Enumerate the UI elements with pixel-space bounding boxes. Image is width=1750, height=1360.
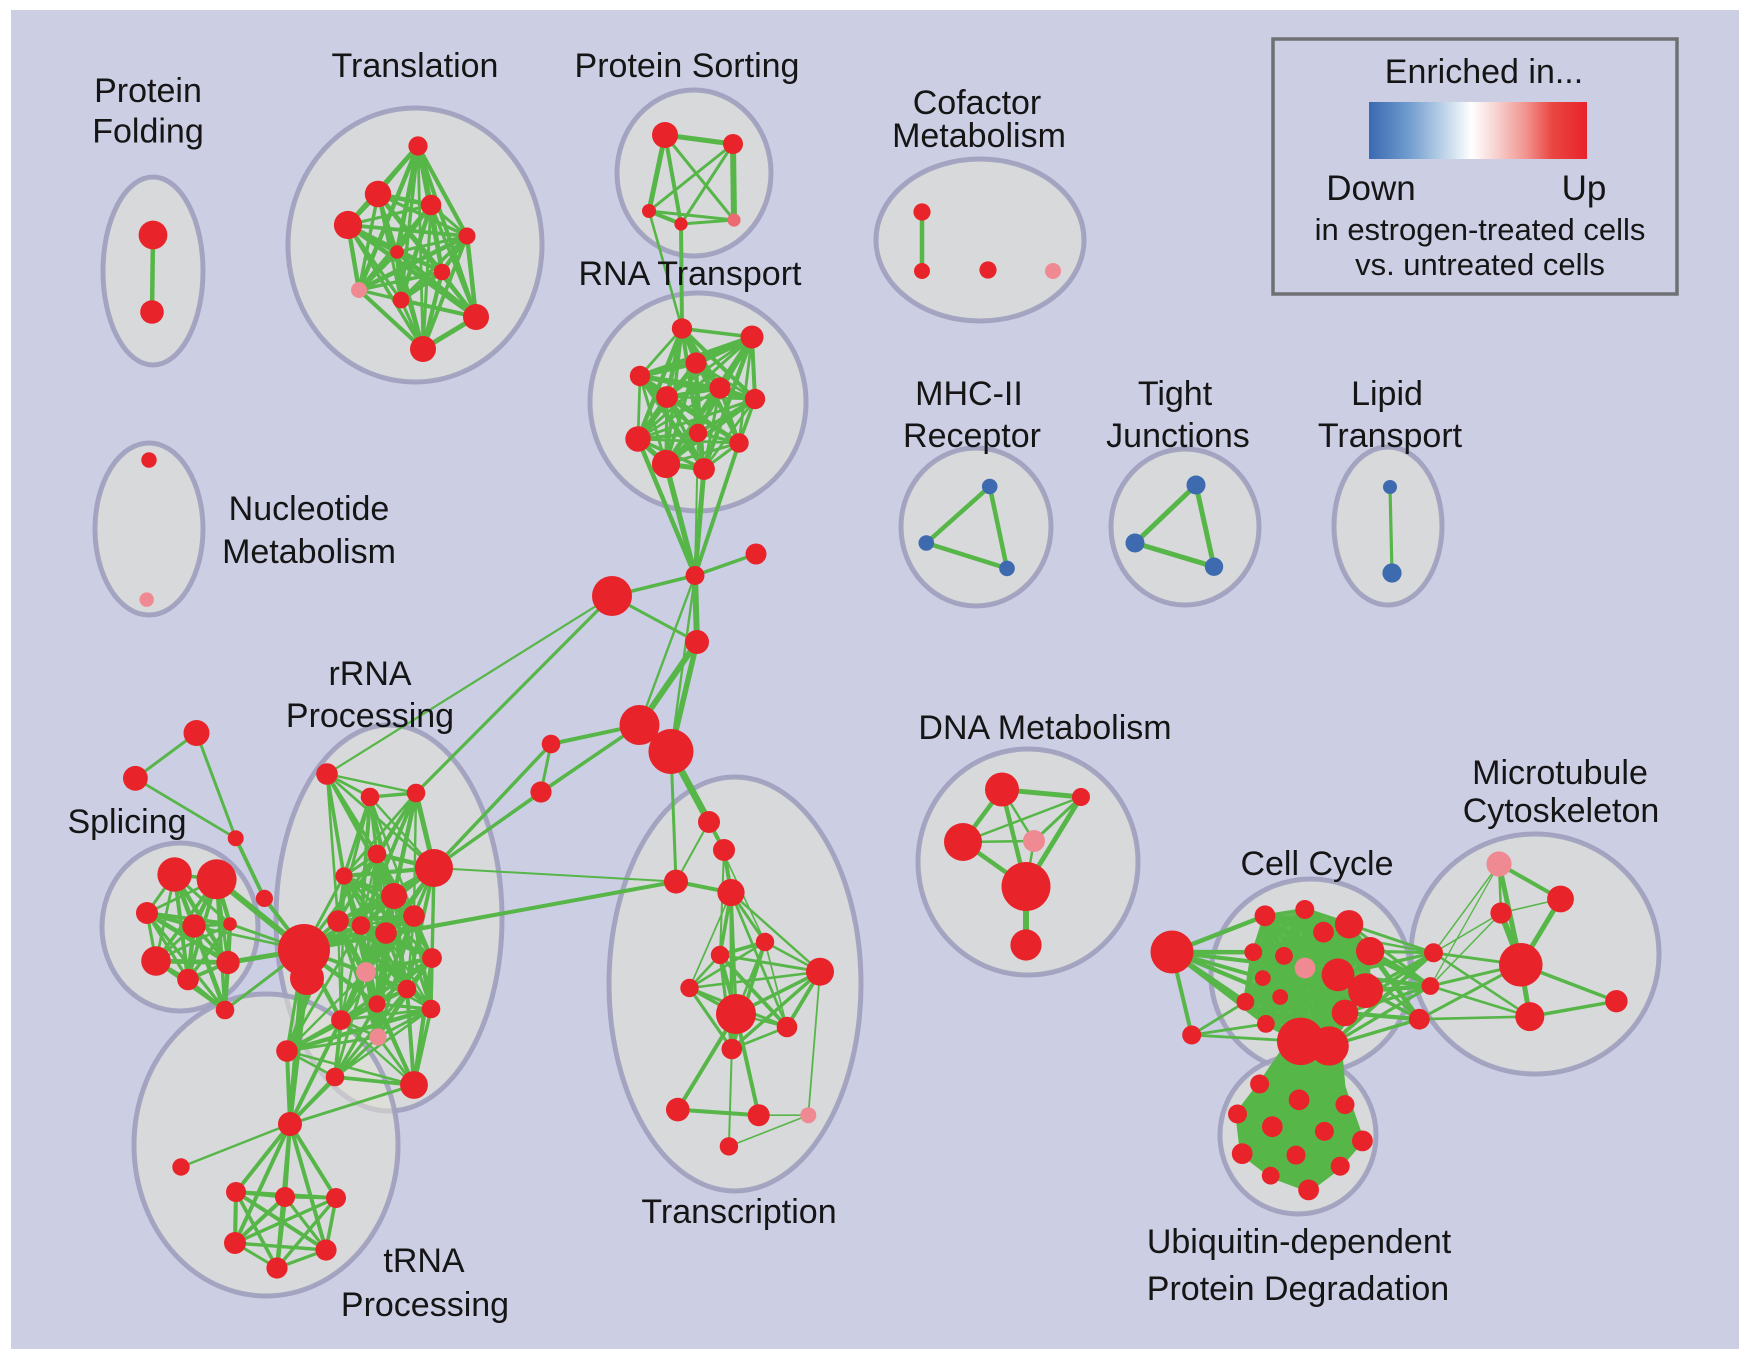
svg-text:Processing: Processing: [286, 697, 454, 735]
svg-text:Transcription: Transcription: [641, 1193, 836, 1231]
svg-text:Metabolism: Metabolism: [892, 117, 1066, 155]
svg-text:Cofactor: Cofactor: [913, 84, 1042, 122]
svg-text:Ubiquitin-dependent: Ubiquitin-dependent: [1147, 1223, 1452, 1261]
svg-text:DNA Metabolism: DNA Metabolism: [918, 709, 1171, 747]
svg-text:Cell Cycle: Cell Cycle: [1240, 845, 1393, 883]
svg-text:Folding: Folding: [92, 113, 204, 151]
svg-text:Junctions: Junctions: [1106, 417, 1250, 455]
svg-text:Splicing: Splicing: [67, 803, 186, 841]
svg-text:Protein: Protein: [94, 72, 202, 110]
svg-text:Processing: Processing: [341, 1286, 509, 1324]
svg-text:Translation: Translation: [332, 47, 499, 85]
svg-text:Protein Sorting: Protein Sorting: [575, 47, 800, 85]
svg-text:Microtubule: Microtubule: [1472, 754, 1648, 792]
svg-text:Lipid: Lipid: [1351, 375, 1423, 413]
svg-text:Nucleotide: Nucleotide: [229, 490, 390, 528]
svg-text:Cytoskeleton: Cytoskeleton: [1463, 792, 1660, 830]
svg-text:Transport: Transport: [1318, 417, 1463, 455]
svg-text:RNA Transport: RNA Transport: [579, 255, 803, 293]
svg-text:Down: Down: [1326, 169, 1415, 208]
svg-text:Enriched in...: Enriched in...: [1385, 53, 1583, 91]
svg-text:Tight: Tight: [1138, 375, 1213, 413]
svg-text:Up: Up: [1562, 169, 1607, 208]
svg-text:tRNA: tRNA: [383, 1242, 465, 1280]
svg-text:vs. untreated cells: vs. untreated cells: [1355, 247, 1605, 282]
svg-text:MHC-II: MHC-II: [915, 375, 1023, 413]
svg-text:Receptor: Receptor: [903, 417, 1041, 455]
svg-text:rRNA: rRNA: [328, 655, 411, 693]
svg-text:in estrogen-treated cells: in estrogen-treated cells: [1315, 212, 1646, 247]
svg-text:Protein Degradation: Protein Degradation: [1147, 1270, 1449, 1308]
svg-text:Metabolism: Metabolism: [222, 533, 396, 571]
